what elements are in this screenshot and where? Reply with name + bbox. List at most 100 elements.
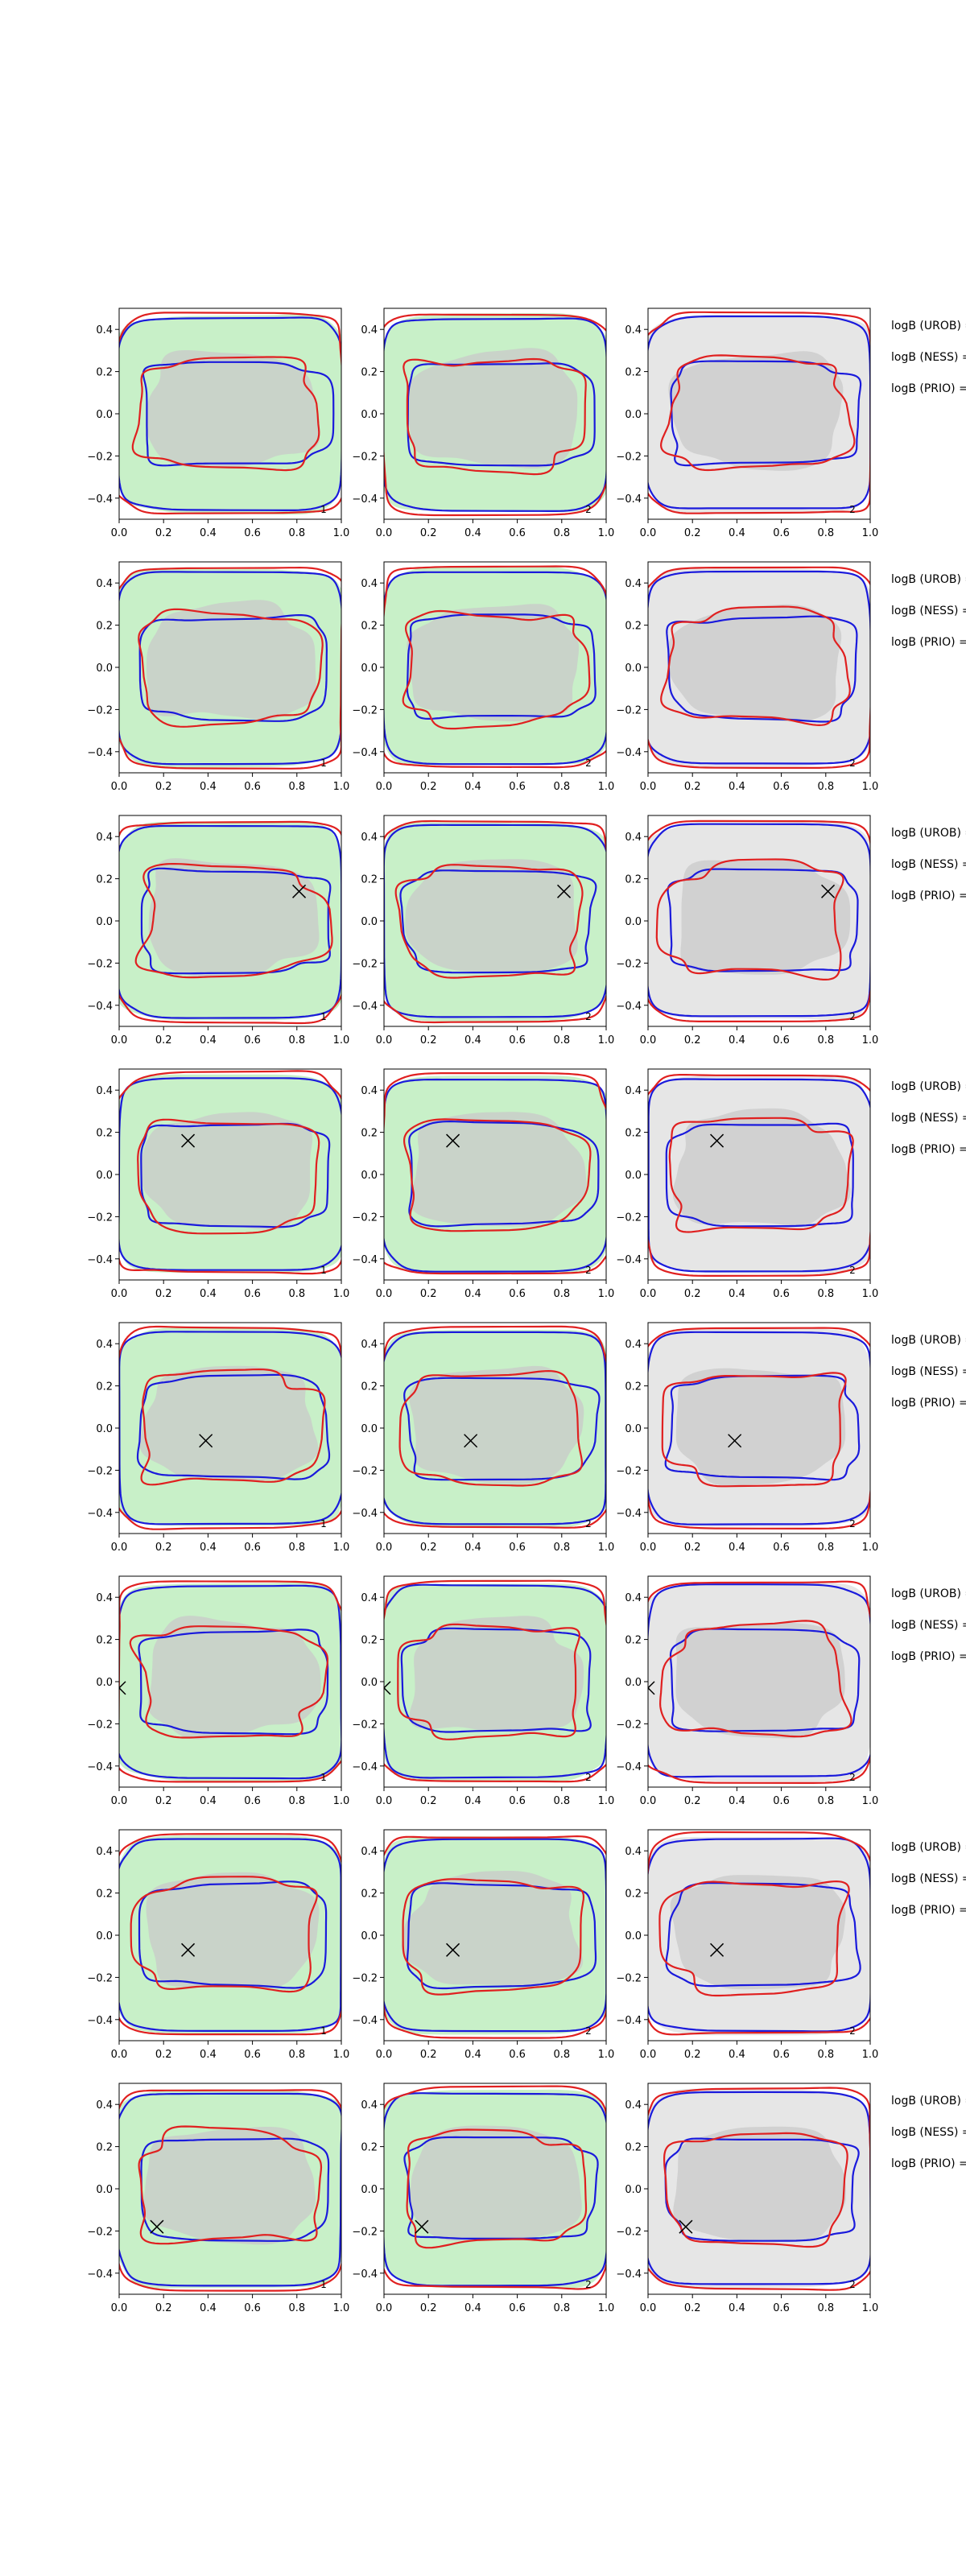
x-tick-label: 0.4: [200, 781, 217, 793]
y-tick-label: 0.4: [361, 2099, 378, 2112]
y-tick-label: 0.0: [625, 1423, 642, 1435]
y-tick-label: −0.2: [352, 1212, 378, 1224]
red-outer-contour: [648, 1074, 870, 1277]
inner-density-region: [680, 860, 851, 975]
logb-label: logB (NESS) =: [891, 351, 966, 364]
x-tick-label: 0.6: [509, 2302, 526, 2314]
red-inner-contour: [138, 2125, 323, 2245]
x-tick-label: 0.4: [464, 1288, 481, 1300]
x-tick-label: 0.4: [729, 1542, 745, 1554]
y-tick-label: 0.4: [361, 1592, 378, 1604]
red-inner-contour: [406, 2128, 588, 2249]
component-label: 2: [849, 1518, 856, 1530]
side-labels-row-5: logB (UROB) = logB (NESS) = logB (PRIO) =: [891, 1334, 966, 1410]
red-inner-contour: [397, 1623, 581, 1740]
blue-outer-contour: [384, 1078, 606, 1273]
y-tick-label: −0.4: [87, 493, 113, 506]
y-tick-label: −0.2: [352, 704, 378, 716]
y-tick-label: 0.4: [625, 2099, 642, 2112]
component-label: 1: [320, 1518, 327, 1530]
y-tick-label: 0.4: [625, 832, 642, 844]
subplot-r2-c1: 0.0 0.2 0.4 0.6 0.8 1.0 0.4 0.2 0.0 −0.2 −0.4 1: [87, 561, 349, 793]
x-tick-label: 0.4: [464, 2049, 481, 2061]
red-outer-contour: [119, 1580, 341, 1783]
x-tick-label: 0.8: [288, 1542, 305, 1554]
y-tick-label: 0.2: [96, 2142, 113, 2154]
y-tick-label: −0.4: [352, 1508, 378, 1520]
x-tick-label: 0.6: [509, 527, 526, 539]
x-tick-label: 0.8: [817, 781, 834, 793]
y-tick-label: 0.4: [361, 1339, 378, 1351]
y-tick-label: 0.0: [625, 1170, 642, 1182]
y-tick-label: 0.4: [625, 1085, 642, 1097]
x-tick-label: 1.0: [862, 2049, 879, 2061]
y-tick-label: −0.2: [616, 1972, 642, 1984]
red-inner-contour: [402, 609, 591, 730]
subplot-r1-c1: 0.0 0.2 0.4 0.6 0.8 1.0 0.4 0.2 0.0 −0.2 −0.4 1: [87, 308, 349, 539]
y-tick-label: −0.4: [616, 1761, 642, 1773]
blue-outer-contour: [648, 2091, 870, 2285]
inner-density-region: [675, 1622, 845, 1739]
blue-inner-contour: [136, 1373, 331, 1480]
x-tick-label: 1.0: [862, 1795, 879, 1807]
x-tick-label: 0.8: [288, 781, 305, 793]
x-tick-label: 0.8: [553, 1795, 570, 1807]
x-tick-label: 0.2: [155, 1288, 172, 1300]
y-tick-label: 0.0: [361, 663, 378, 675]
x-tick-label: 0.2: [684, 1288, 701, 1300]
x-tick-label: 1.0: [598, 527, 615, 539]
inner-density-region: [147, 1616, 321, 1740]
y-tick-label: 0.4: [361, 832, 378, 844]
x-tick-label: 0.6: [773, 2049, 790, 2061]
x-tick-label: 0.0: [640, 2049, 657, 2061]
x-tick-label: 0.8: [553, 527, 570, 539]
y-tick-label: 0.0: [96, 916, 113, 928]
y-tick-label: −0.4: [616, 1254, 642, 1266]
red-inner-contour: [663, 2132, 848, 2248]
x-tick-label: 0.2: [420, 527, 437, 539]
y-tick-label: −0.4: [87, 1001, 113, 1013]
y-tick-label: 0.4: [625, 324, 642, 336]
y-tick-label: 0.0: [625, 663, 642, 675]
logb-label: logB (NESS) =: [891, 1112, 966, 1125]
red-outer-contour: [648, 566, 870, 769]
x-tick-label: 0.0: [640, 527, 657, 539]
red-inner-contour: [668, 1117, 854, 1233]
x-tick-label: 0.6: [244, 1795, 261, 1807]
inner-density-region: [675, 1368, 846, 1486]
subplot-r4-c3: 0.0 0.2 0.4 0.6 0.8 1.0 0.4 0.2 0.0 −0.2 −0.4 2: [616, 1068, 878, 1300]
subplot-r8-c2: 0.0 0.2 0.4 0.6 0.8 1.0 0.4 0.2 0.0 −0.2 −0.4 2: [352, 2083, 614, 2314]
x-tick-label: 1.0: [862, 527, 879, 539]
red-inner-contour: [131, 356, 320, 472]
y-tick-label: 0.4: [625, 578, 642, 590]
y-tick-label: 0.2: [625, 1635, 642, 1647]
x-tick-label: 0.6: [509, 1288, 526, 1300]
x-tick-label: 0.8: [817, 1034, 834, 1046]
y-tick-label: 0.4: [96, 832, 113, 844]
subplot-r7-c1: 0.0 0.2 0.4 0.6 0.8 1.0 0.4 0.2 0.0 −0.2 −0.4 1: [87, 1829, 349, 2061]
red-inner-contour: [140, 1368, 326, 1486]
x-tick-label: 0.8: [288, 1795, 305, 1807]
x-tick-label: 0.2: [684, 527, 701, 539]
cross-marker: [415, 2219, 429, 2234]
y-tick-label: −0.2: [87, 1719, 113, 1731]
x-tick-label: 0.0: [111, 781, 128, 793]
x-tick-label: 0.2: [155, 2302, 172, 2314]
y-tick-label: 0.4: [361, 1085, 378, 1097]
subplot-r3-c1: 0.0 0.2 0.4 0.6 0.8 1.0 0.4 0.2 0.0 −0.2 −0.4 1: [87, 815, 349, 1046]
inner-density-region: [148, 858, 320, 978]
x-tick-label: 0.4: [200, 1034, 217, 1046]
logb-label: logB (PRIO) =: [891, 382, 966, 395]
y-tick-label: 0.0: [96, 663, 113, 675]
red-outer-contour: [119, 566, 341, 770]
x-tick-label: 0.4: [729, 2302, 745, 2314]
x-tick-label: 0.2: [684, 1795, 701, 1807]
y-tick-label: −0.2: [87, 451, 113, 463]
x-tick-label: 0.0: [111, 1288, 128, 1300]
x-tick-label: 0.0: [376, 1542, 393, 1554]
x-tick-label: 0.4: [729, 781, 745, 793]
x-tick-label: 0.0: [376, 2049, 393, 2061]
y-tick-label: 0.2: [361, 1381, 378, 1393]
inner-density-region: [409, 1616, 584, 1732]
